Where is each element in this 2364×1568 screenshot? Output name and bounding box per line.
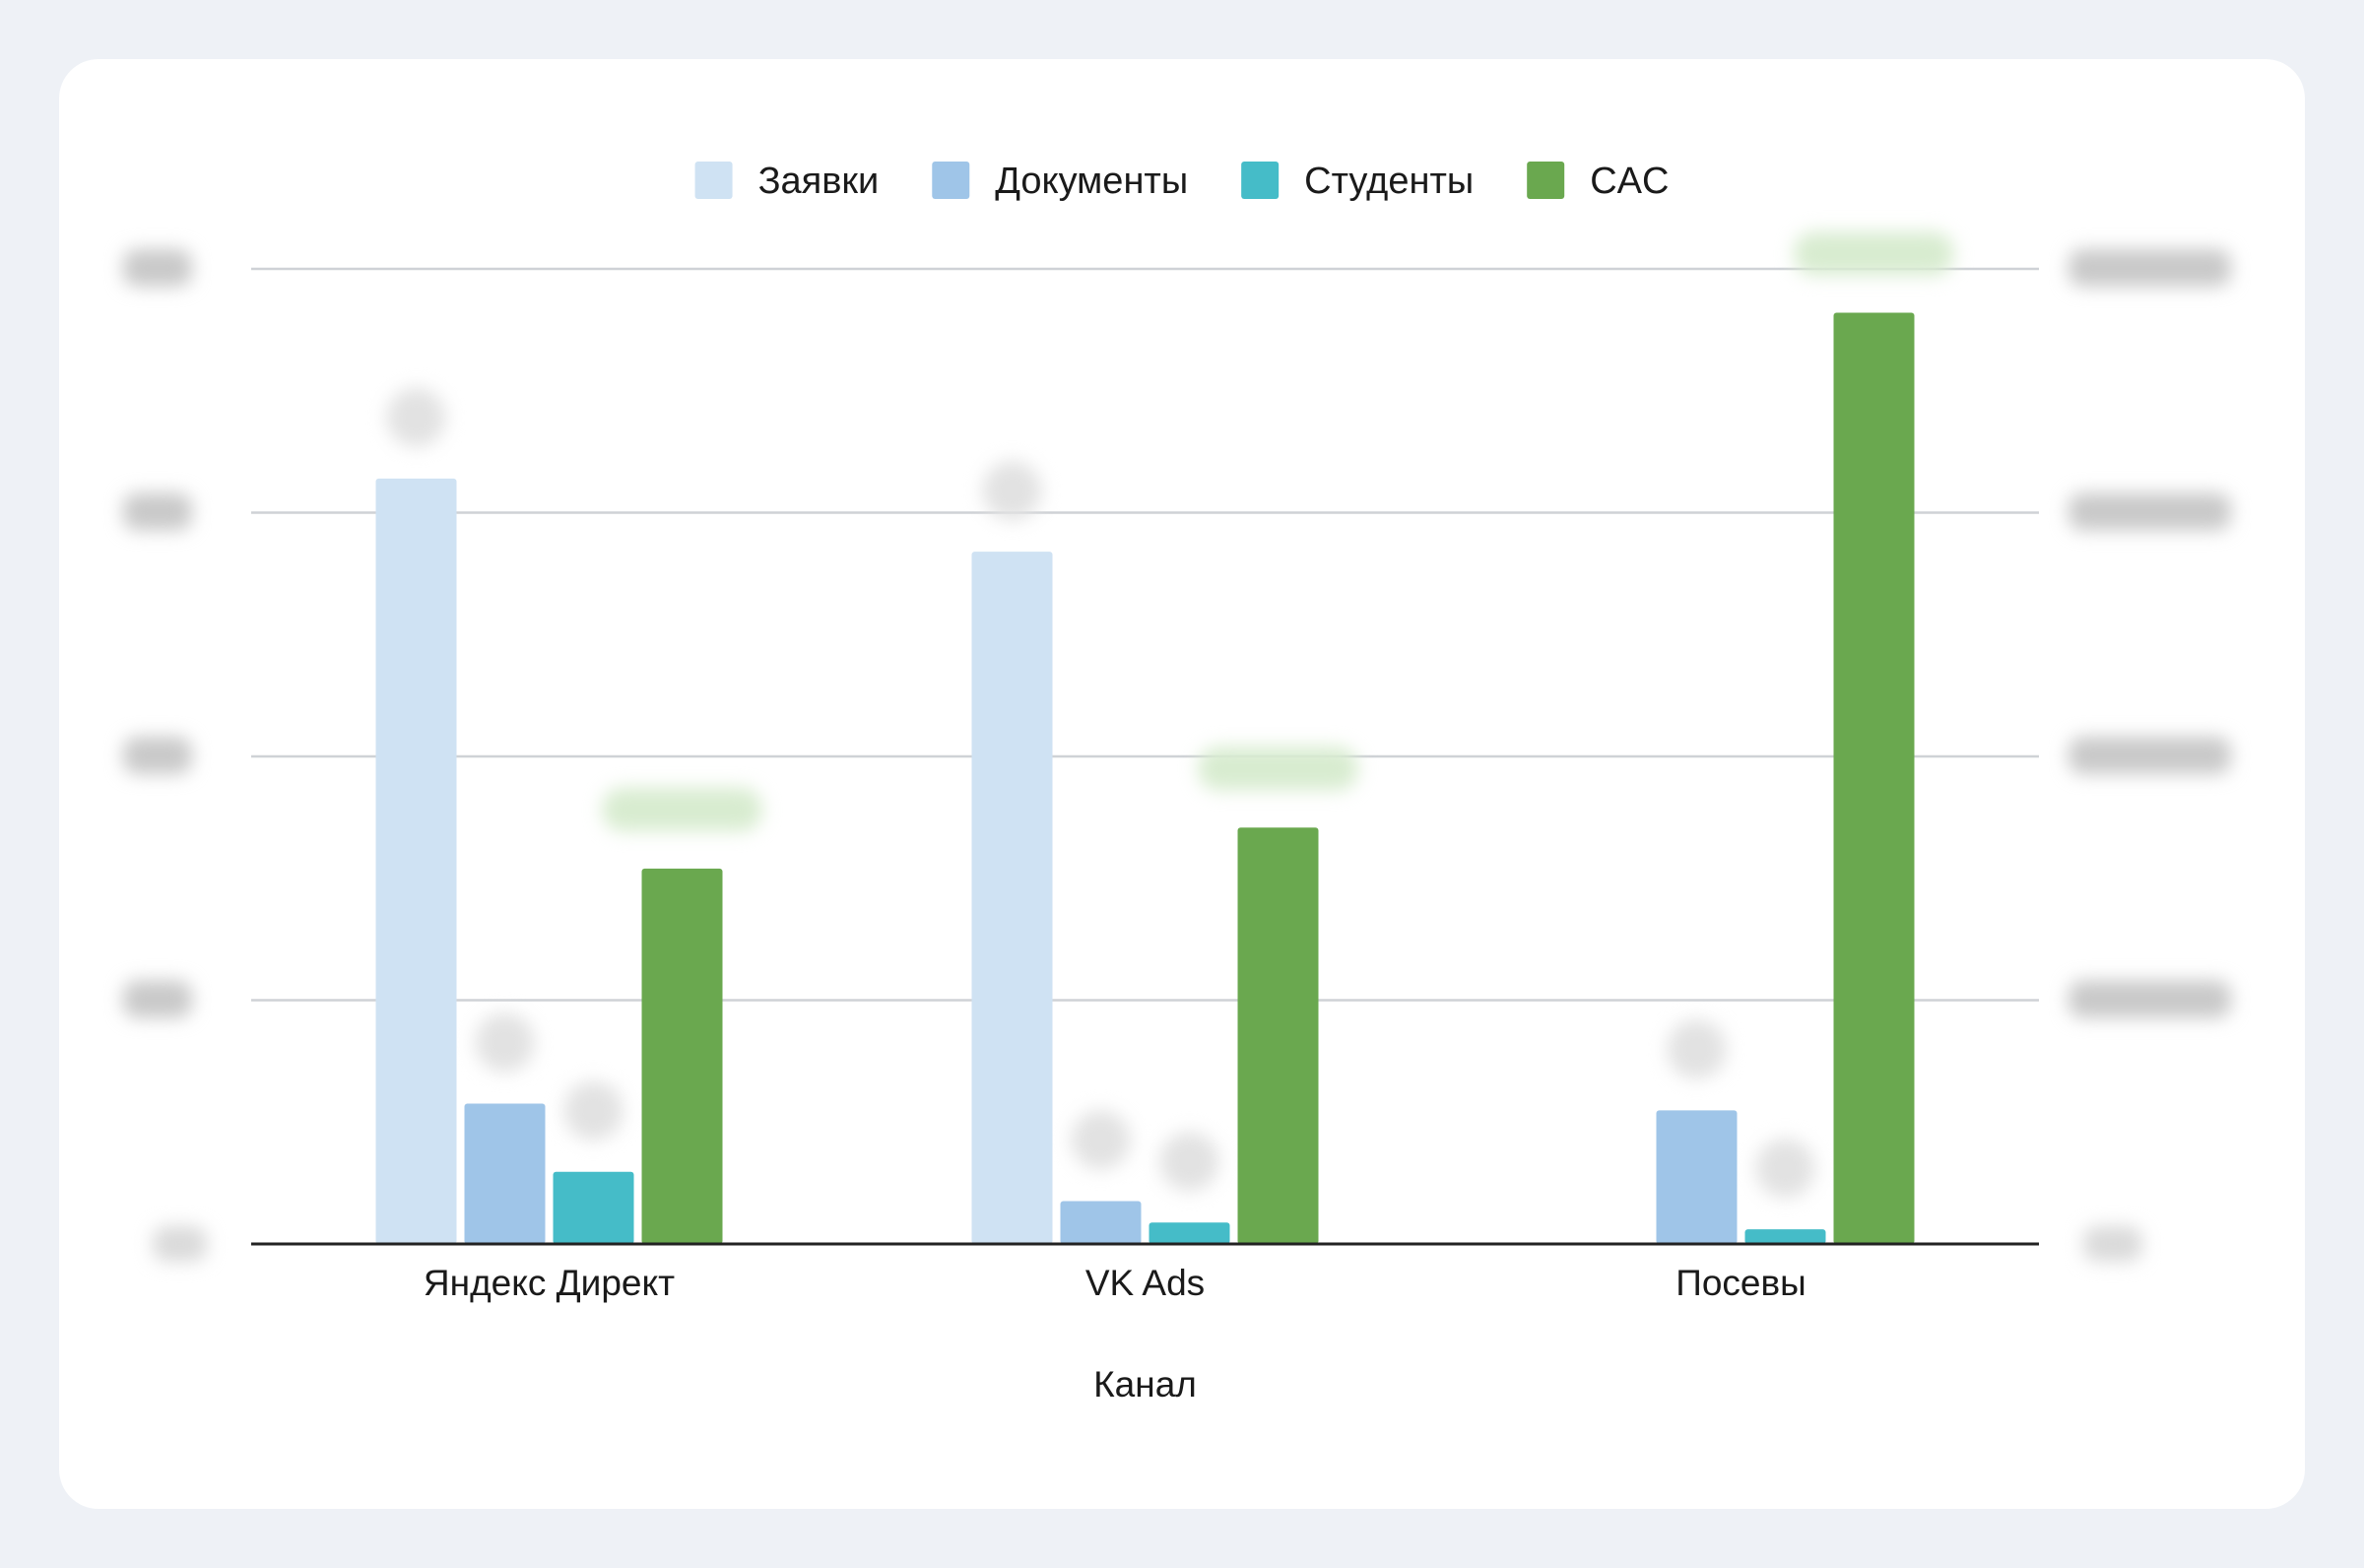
bar	[1060, 1201, 1142, 1244]
legend-swatch	[1527, 162, 1565, 199]
bar	[1833, 312, 1915, 1244]
bar	[1237, 827, 1319, 1244]
bar	[641, 868, 723, 1244]
legend-label: Заявки	[758, 161, 880, 202]
data-label-blurred	[386, 387, 446, 447]
bar	[971, 552, 1053, 1244]
data-label-blurred	[1071, 1110, 1131, 1170]
left-tick-blurred	[123, 980, 192, 1018]
data-label-blurred	[563, 1080, 624, 1141]
bar	[375, 478, 457, 1245]
legend-label: Студенты	[1304, 161, 1474, 202]
right-tick-blurred	[2083, 1226, 2142, 1262]
category-label: Посевы	[1675, 1263, 1806, 1303]
right-tick-blurred	[2068, 980, 2231, 1018]
legend-swatch	[932, 162, 970, 199]
data-label-blurred	[1794, 231, 1954, 276]
category-label: Яндекс Директ	[424, 1263, 675, 1303]
left-tick-blurred	[123, 492, 192, 531]
bars	[375, 312, 1915, 1245]
category-labels: Яндекс Директ VK Ads Посевы	[424, 1263, 1806, 1303]
data-label-blurred	[475, 1013, 535, 1073]
legend-swatch	[1241, 162, 1280, 199]
data-label-blurred	[1755, 1139, 1815, 1199]
bar	[553, 1171, 634, 1244]
right-tick-blurred	[2068, 249, 2231, 287]
legend: Заявки Документы Студенты CAC	[694, 161, 1669, 202]
bar-chart: Заявки Документы Студенты CAC Яндекс Директ…	[123, 161, 2231, 1405]
bar	[1744, 1229, 1826, 1244]
bar	[1656, 1110, 1738, 1244]
right-tick-blurred	[2068, 492, 2231, 531]
x-axis-title: Канал	[1093, 1364, 1197, 1405]
gridlines	[251, 267, 2039, 1002]
chart-card: Заявки Документы Студенты CAC Яндекс Директ…	[59, 59, 2305, 1509]
data-label-blurred	[982, 461, 1042, 521]
bar	[464, 1103, 546, 1244]
left-tick-blurred	[153, 1226, 207, 1262]
data-label-blurred	[1159, 1132, 1219, 1192]
data-label-blurred	[602, 787, 762, 831]
data-label-blurred	[1667, 1019, 1727, 1079]
left-tick-blurred	[123, 249, 192, 287]
left-tick-blurred	[123, 737, 192, 774]
bar	[1149, 1222, 1230, 1244]
right-tick-blurred	[2068, 737, 2231, 774]
legend-label: Документы	[995, 161, 1188, 202]
data-label-blurred	[1198, 747, 1358, 791]
legend-label: CAC	[1590, 161, 1669, 202]
blurred-labels	[123, 231, 2231, 1262]
category-label: VK Ads	[1085, 1263, 1205, 1303]
legend-swatch	[694, 162, 733, 199]
